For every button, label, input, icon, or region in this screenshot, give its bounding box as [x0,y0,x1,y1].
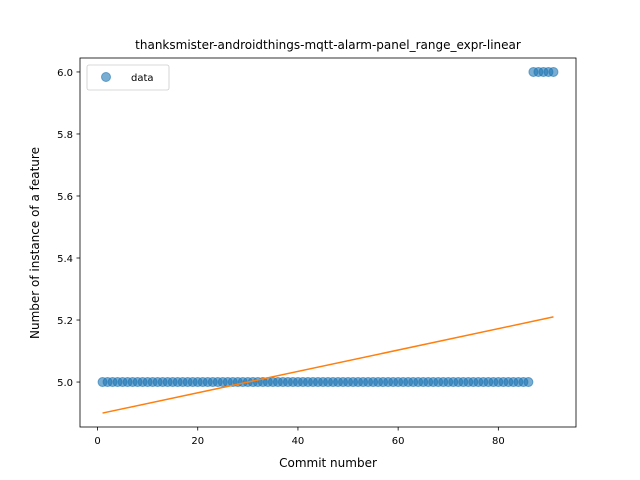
legend: data [86,64,170,91]
y-tick-label: 5.8 [57,130,73,141]
legend-box [86,64,170,91]
legend-marker-data [101,72,111,82]
data-point [548,66,559,77]
x-tick-label: 20 [191,436,204,447]
data-point [523,377,534,388]
x-axis-label: Commit number [279,456,377,470]
x-tick-label: 40 [292,436,305,447]
y-tick-label: 5.0 [57,378,73,389]
fit-line [102,316,554,414]
y-tick-label: 5.6 [57,192,73,203]
x-tick-label: 80 [492,436,505,447]
plot-frame [79,57,577,428]
x-tick-label: 0 [94,436,100,447]
legend-label-data: data [131,73,154,84]
x-tick-label: 60 [392,436,405,447]
y-tick-label: 6.0 [57,68,73,79]
y-tick-label: 5.4 [57,254,73,265]
y-axis-label: Number of instance of a feature [28,147,42,339]
chart-title: thanksmister-androidthings-mqtt-alarm-pa… [135,38,521,52]
y-tick-label: 5.2 [57,316,73,327]
